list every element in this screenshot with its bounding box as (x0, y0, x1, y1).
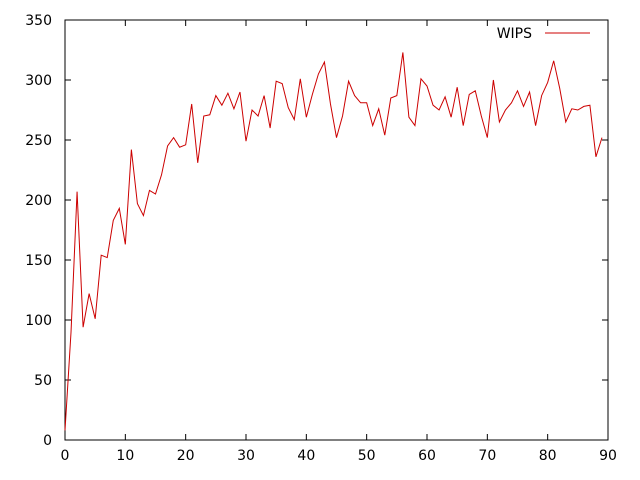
y-tick-label: 250 (25, 133, 52, 149)
series-line-wips (64, 52, 603, 431)
y-tick-label: 50 (34, 373, 52, 389)
y-tick-label: 100 (25, 313, 52, 329)
axis-tick-labels: 0 10 20 30 40 50 60 70 80 90 0 50 100 150 200 250 300 350 (25, 13, 617, 464)
y-tick-label: 300 (25, 73, 52, 89)
y-tick-label: 0 (43, 433, 52, 449)
axis-ticks (64, 19, 609, 441)
x-tick-label: 10 (116, 448, 134, 464)
x-tick-label: 50 (358, 448, 376, 464)
x-tick-label: 30 (237, 448, 255, 464)
x-tick-label: 20 (177, 448, 195, 464)
x-tick-label: 70 (478, 448, 496, 464)
plot-frame (64, 19, 609, 441)
legend: WIPS (497, 26, 590, 42)
x-tick-label: 90 (599, 448, 617, 464)
x-tick-label: 60 (418, 448, 436, 464)
series-group (64, 52, 603, 431)
x-tick-label: 40 (297, 448, 315, 464)
y-tick-label: 350 (25, 13, 52, 29)
legend-label-wips: WIPS (497, 26, 532, 42)
y-tick-label: 200 (25, 193, 52, 209)
x-tick-label: 80 (539, 448, 557, 464)
y-tick-label: 150 (25, 253, 52, 269)
x-tick-label: 0 (61, 448, 70, 464)
